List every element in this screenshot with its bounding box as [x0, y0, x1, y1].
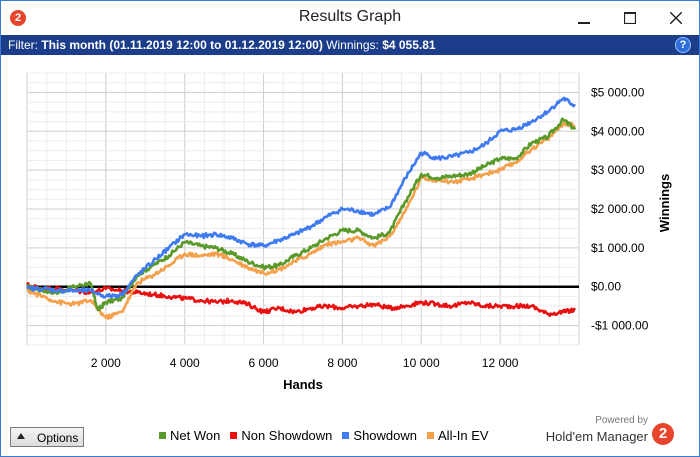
hm2-logo: 2 — [652, 423, 674, 445]
options-label: Options — [37, 431, 79, 445]
x-tick-label: 6 000 — [249, 356, 279, 370]
brand-block: Powered by Hold'em Manager 2 — [546, 415, 676, 451]
chart-legend: Net Won Non Showdown Showdown All-In EV — [159, 428, 499, 443]
legend-label: Net Won — [170, 428, 221, 443]
close-button[interactable] — [653, 1, 699, 34]
x-tick-label: 2 000 — [91, 356, 121, 370]
series-line-non-showdown — [25, 282, 577, 318]
hm2-app-icon: 2 — [10, 10, 26, 26]
winnings-value: $4 055.81 — [382, 38, 436, 52]
y-tick-label: $4 000.00 — [591, 124, 645, 138]
filter-label: Filter: — [8, 38, 38, 52]
y-tick-label: $1 000.00 — [591, 241, 645, 255]
legend-label: All-In EV — [438, 428, 489, 443]
maximize-icon — [624, 12, 636, 24]
winnings-label: Winnings: — [326, 38, 379, 52]
x-tick-label: 12 000 — [482, 356, 519, 370]
title-bar: 2 Results Graph — [1, 1, 699, 34]
y-tick-label: $0.00 — [591, 280, 621, 294]
chart-ticks: 2 000 4 000 6 000 8 000 10 000 12 000 $5 000.0… — [91, 85, 649, 370]
y-tick-label: $5 000.00 — [591, 85, 645, 99]
options-button[interactable]: Options — [10, 427, 84, 447]
x-axis-title: Hands — [283, 377, 323, 392]
window-title: Results Graph — [298, 8, 402, 25]
series-line-net-won — [25, 117, 577, 312]
legend-item-net-won[interactable]: Net Won — [159, 428, 220, 443]
y-tick-label: $2 000.00 — [591, 202, 645, 216]
legend-swatch — [159, 432, 166, 439]
legend-item-non-showdown[interactable]: Non Showdown — [230, 428, 332, 443]
legend-label: Showdown — [353, 428, 418, 443]
legend-swatch — [427, 432, 435, 439]
x-tick-label: 10 000 — [403, 356, 440, 370]
x-tick-label: 8 000 — [327, 356, 357, 370]
chart-series — [25, 96, 577, 320]
legend-item-all-in-ev[interactable]: All-In EV — [427, 428, 489, 443]
help-icon[interactable]: ? — [675, 37, 691, 53]
brand-name: Hold'em Manager — [545, 429, 648, 444]
results-chart: 2 000 4 000 6 000 8 000 10 000 12 000 $5 000.0… — [25, 72, 672, 392]
y-tick-label: $3 000.00 — [591, 163, 645, 177]
legend-swatch — [342, 432, 350, 439]
powered-by-text: Powered by — [595, 415, 648, 426]
legend-swatch — [230, 432, 238, 439]
y-axis-title: Winnings — [657, 174, 672, 232]
filter-period: This month (01.11.2019 12:00 to 01.12.20… — [41, 38, 323, 52]
legend-item-showdown[interactable]: Showdown — [342, 428, 417, 443]
expand-up-icon — [17, 433, 25, 439]
minimize-icon — [578, 22, 590, 24]
minimize-button[interactable] — [561, 1, 607, 34]
y-tick-label: -$1 000.00 — [591, 319, 649, 333]
maximize-button[interactable] — [607, 1, 653, 34]
x-tick-label: 4 000 — [170, 356, 200, 370]
series-line-showdown — [25, 96, 576, 299]
series-line-all-in-ev — [25, 120, 576, 320]
close-icon — [670, 12, 682, 24]
legend-label: Non Showdown — [241, 428, 333, 443]
filter-bar: Filter: This month (01.11.2019 12:00 to … — [1, 35, 699, 55]
